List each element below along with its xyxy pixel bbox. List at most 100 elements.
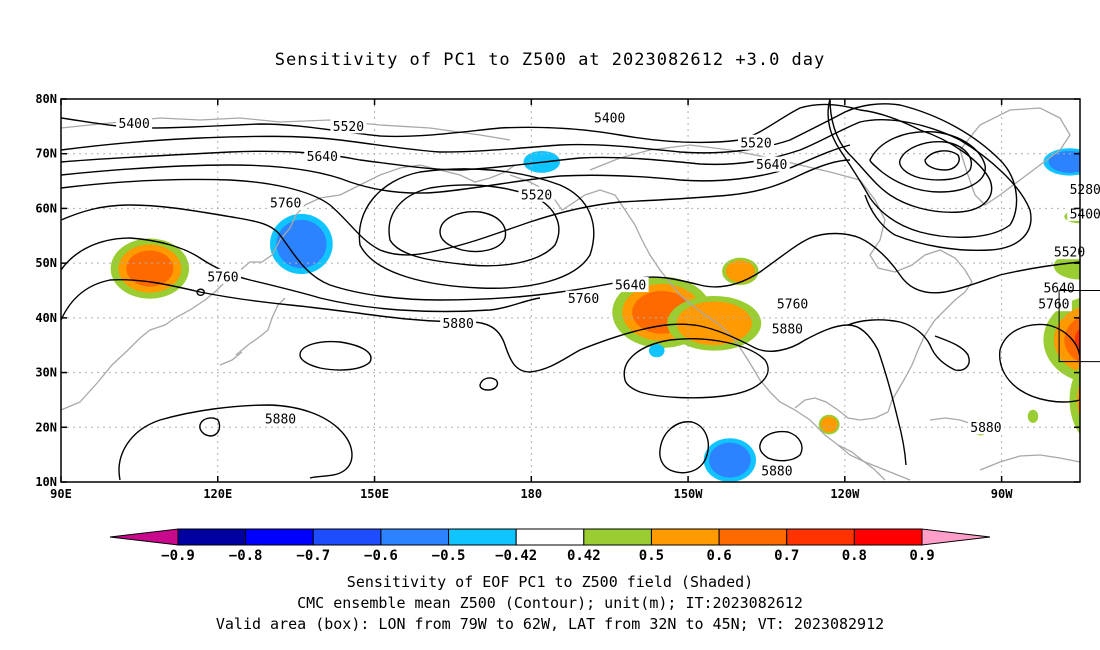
coastline-gulf (794, 397, 889, 421)
caption-line-2: CMC ensemble mean Z500 (Contour); unit(m… (297, 594, 803, 612)
y-tick-label: 60N (35, 201, 57, 215)
contour-label: 5880 (440, 315, 477, 332)
contour-label-text: 5760 (270, 196, 301, 211)
colorbar-high-triangle (921, 528, 991, 546)
contour-5520-2 (61, 119, 1032, 252)
colorbar-tick-label: −0.9 (161, 548, 195, 564)
contour-label-text: 5520 (740, 136, 771, 151)
sensitivity-patch (648, 344, 665, 358)
y-tick-label: 50N (35, 256, 57, 270)
colorbar-segment (245, 528, 314, 546)
contour-label: 5520 (1051, 244, 1088, 261)
contour-5880-tail (877, 349, 907, 466)
sensitivity-shading (110, 148, 1080, 482)
y-tick-label: 40N (35, 311, 57, 325)
chart-title: Sensitivity of PC1 to Z500 at 2023082612… (274, 50, 826, 70)
sensitivity-patch (667, 295, 762, 351)
contour-label-text: 5400 (594, 112, 625, 127)
x-tick-label: 150E (360, 487, 389, 501)
coastline-central-america (837, 444, 911, 481)
contour-5520-cyclone (388, 184, 560, 267)
colorbar-tick-label: −0.6 (364, 548, 398, 564)
contour-5880-west-pac (299, 340, 372, 371)
contour-label: 5760 (565, 290, 602, 307)
contour-label-text: 5400 (119, 117, 150, 132)
colorbar-segment (853, 528, 923, 546)
contour-label-text: 5760 (568, 292, 599, 307)
colorbar-tick-label: −0.5 (432, 548, 466, 564)
contour-label: 5280 (1067, 181, 1100, 198)
contour-label: 5640 (753, 156, 790, 173)
colorbar: −0.9 −0.8 −0.7 −0.6 −0.5 −0.42 0.42 0.5 0.6 0.7 0.… (109, 528, 991, 564)
contour-label: 5400 (591, 110, 628, 127)
colorbar-segment (583, 528, 652, 546)
contour-label: 5760 (267, 194, 304, 211)
colorbar-tick-label: −0.8 (229, 548, 263, 564)
contour-5640 (61, 144, 851, 194)
sensitivity-patch (722, 257, 759, 286)
contour-5760 (61, 204, 1080, 301)
coastline-arctic-canada (589, 144, 861, 181)
coastline-hudson (859, 179, 973, 321)
contour-label-text: 5520 (1054, 246, 1085, 261)
contour-5880-east (847, 319, 970, 372)
contour-label: 5880 (967, 419, 1004, 436)
figure-caption: Sensitivity of EOF PC1 to Z500 field (Sh… (0, 572, 1100, 635)
y-tick-label: 30N (35, 366, 57, 380)
sensitivity-patch (1043, 148, 1080, 176)
contour-label-text: 5640 (615, 279, 646, 294)
coastline-east-asia (61, 194, 341, 411)
contour-inner-low (924, 150, 960, 171)
contour-5520-cyclone-inner (439, 211, 507, 253)
z500-contours (61, 99, 1080, 481)
colorbar-tick-label: 0.5 (639, 548, 664, 564)
contour-label-text: 5880 (265, 413, 296, 428)
contour-5640-2 (61, 159, 851, 256)
contour-label: 5760 (1035, 296, 1072, 313)
contour-label: 5520 (738, 134, 775, 151)
contour-label: 5400 (1067, 205, 1100, 222)
coastline-japan-south (219, 351, 243, 366)
coastline-arctic-asia (61, 117, 511, 141)
colorbar-segment (177, 528, 247, 546)
y-tick-label: 20N (35, 420, 57, 434)
contour-label: 5880 (758, 463, 795, 480)
sensitivity-patch (1027, 409, 1039, 423)
colorbar-tick-label: 0.8 (842, 548, 867, 564)
contour-label: 5880 (262, 411, 299, 428)
coastline-japan (235, 297, 286, 356)
contour-label: 5520 (330, 118, 367, 135)
contour-label: 5520 (518, 186, 555, 203)
contour-label-text: 5640 (1043, 281, 1074, 296)
contour-inner-low-2 (898, 141, 972, 181)
contour-5400-east (829, 99, 993, 213)
contour-label: 5640 (1041, 279, 1078, 296)
coastline-alaska (509, 174, 886, 481)
contour-label-text: 5880 (772, 322, 803, 337)
map-frame (60, 98, 1081, 483)
lat-lon-grid (61, 99, 1080, 482)
contour-label-text: 5640 (307, 150, 338, 165)
contour-5880-small-1 (199, 417, 221, 437)
contour-label: 5760 (204, 268, 241, 285)
contour-label-text: 5520 (521, 188, 552, 203)
coastline-greenland (959, 107, 1071, 206)
contour-5880-main (61, 278, 879, 373)
contour-small-loop-2 (196, 288, 205, 296)
contour-small-loop (479, 377, 499, 391)
contour-label: 5640 (612, 277, 649, 294)
valid-area-box (1058, 290, 1100, 363)
y-tick-label: 10N (35, 475, 57, 489)
x-tick-label: 90E (50, 487, 72, 501)
contour-label: 5760 (774, 296, 811, 313)
axis-ticks: 90E 120E 150E 180 150W 120W 90W 10N 20N 30N 40N 50N… (35, 92, 1080, 501)
contour-5400-west (61, 103, 861, 144)
caption-line-1: Sensitivity of EOF PC1 to Z500 field (Sh… (346, 573, 754, 591)
contour-5880-south (118, 404, 353, 481)
x-tick-label: 150W (674, 487, 704, 501)
contour-5760-2 (61, 237, 541, 313)
contour-5880-small-2 (659, 421, 710, 474)
contour-label: 5400 (116, 115, 153, 132)
contour-5880-small-3 (759, 430, 803, 462)
contour-label-text: 5880 (970, 421, 1001, 436)
